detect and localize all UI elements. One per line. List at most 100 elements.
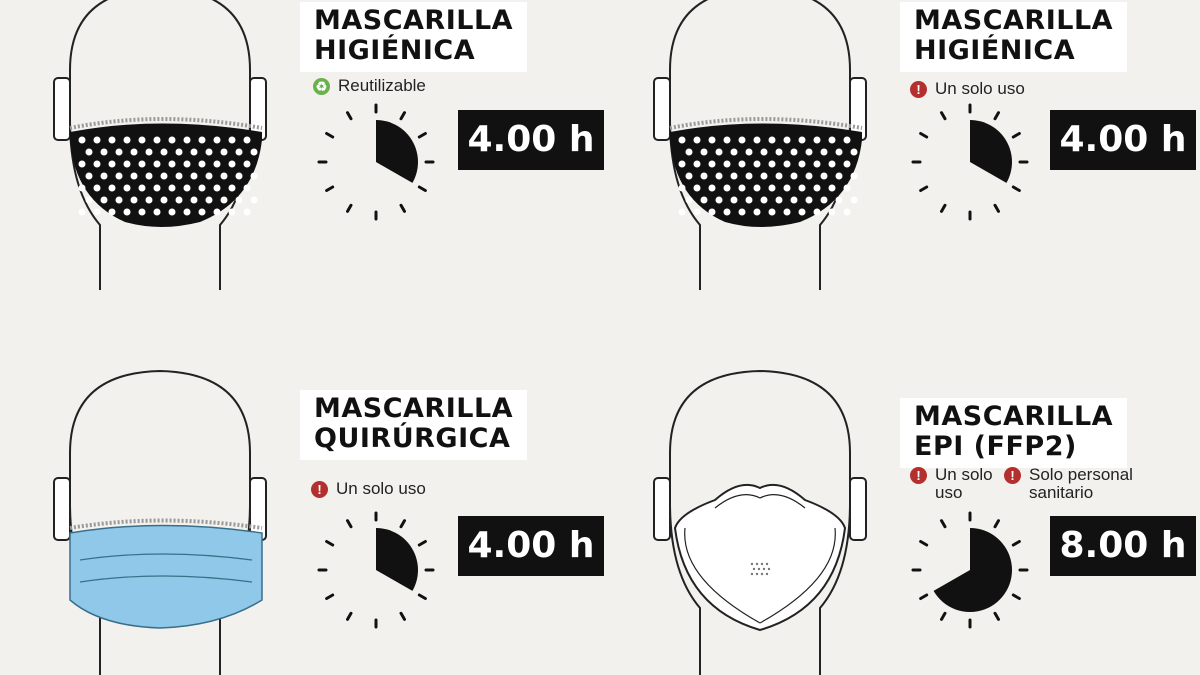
clock-tick — [1011, 540, 1021, 547]
mask-dot — [745, 196, 753, 204]
mask-dot — [138, 208, 146, 216]
mask-dot — [145, 196, 153, 204]
mask-dot — [153, 160, 161, 168]
mask-dot — [250, 148, 258, 156]
mask-dot — [100, 196, 108, 204]
mask-dot — [198, 160, 206, 168]
mask-dot — [783, 136, 791, 144]
mask-dot — [708, 160, 716, 168]
mask-dot — [798, 208, 806, 216]
mask-dot — [715, 196, 723, 204]
mask-dot — [783, 160, 791, 168]
usage-hours: 8.00 h — [1050, 516, 1196, 576]
mask-dot — [700, 196, 708, 204]
mask-dot — [693, 184, 701, 192]
title-line-1: MASCARILLA — [914, 401, 1114, 432]
mask-dot — [168, 160, 176, 168]
mask-dot — [243, 184, 251, 192]
mask-dot — [85, 148, 93, 156]
mask-dot — [115, 172, 123, 180]
mask-dot — [708, 136, 716, 144]
clock-icon — [317, 103, 435, 221]
mask-dot — [153, 184, 161, 192]
mask-dot — [85, 196, 93, 204]
mask-dot — [805, 148, 813, 156]
clock-icon — [317, 511, 435, 629]
clock-tick — [346, 611, 353, 621]
mask-dot — [190, 172, 198, 180]
mask-dot — [100, 148, 108, 156]
reusable-tag: ♻ Reutilizable — [313, 77, 426, 95]
mask-dot — [175, 196, 183, 204]
tag-text: Un solo uso — [935, 466, 993, 502]
mask-dot — [813, 136, 821, 144]
mask-dot — [753, 136, 761, 144]
mask-dot — [228, 184, 236, 192]
mask-dot — [78, 184, 86, 192]
mask-dot — [108, 208, 116, 216]
warning-icon: ! — [311, 481, 328, 498]
mask-dot — [828, 136, 836, 144]
mask-dot — [108, 184, 116, 192]
mask-dot — [183, 184, 191, 192]
mask-dot — [138, 160, 146, 168]
mask-dot — [100, 172, 108, 180]
panel-quirurgica: MASCARILLA QUIRÚRGICA ! Un solo uso 4.00… — [0, 338, 604, 675]
mask-dot — [183, 136, 191, 144]
mask-dot — [790, 196, 798, 204]
mask-title: MASCARILLA QUIRÚRGICA — [300, 390, 528, 460]
clock-tick — [940, 111, 947, 121]
tag-line-2: sanitario — [1029, 483, 1094, 502]
mask-dot — [738, 160, 746, 168]
clock-icon — [911, 103, 1029, 221]
mask-dot — [220, 172, 228, 180]
tag-text: Solo personal sanitario — [1029, 466, 1133, 502]
clock-tick — [325, 540, 335, 547]
mask-dot — [730, 148, 738, 156]
mask-dot — [108, 136, 116, 144]
head-with-cloth-mask-illustration — [53, 0, 267, 290]
clock-tick — [940, 611, 947, 621]
title-line-2: QUIRÚRGICA — [314, 423, 511, 454]
clock-icon — [911, 511, 1029, 629]
clock-tick — [346, 519, 353, 529]
mask-dot — [153, 208, 161, 216]
clock-tick — [325, 593, 335, 600]
clock-tick — [417, 132, 427, 139]
mask-dot — [123, 160, 131, 168]
mask-dot — [235, 148, 243, 156]
mask-title: MASCARILLA HIGIÉNICA — [300, 2, 528, 72]
tag-line-2: uso — [935, 483, 963, 502]
mask-dot — [190, 148, 198, 156]
mask-dot — [693, 160, 701, 168]
clock-tick — [1011, 593, 1021, 600]
mask-dot — [835, 148, 843, 156]
mask-dot — [220, 148, 228, 156]
mask-dot — [228, 160, 236, 168]
mask-dot — [685, 172, 693, 180]
mask-dot — [243, 136, 251, 144]
mask-dot — [813, 184, 821, 192]
mask-dot — [835, 196, 843, 204]
mask-dot — [835, 172, 843, 180]
warning-icon: ! — [910, 81, 927, 98]
mask-dot — [235, 172, 243, 180]
mask-title: MASCARILLA HIGIÉNICA — [900, 2, 1128, 72]
mask-dot — [738, 184, 746, 192]
mask-dot — [738, 136, 746, 144]
clock-tick — [993, 203, 1000, 213]
mask-dot — [93, 136, 101, 144]
mask-dot — [805, 172, 813, 180]
mask-dot — [798, 136, 806, 144]
mask-dot — [115, 196, 123, 204]
mask-dot — [130, 172, 138, 180]
title-line-1: MASCARILLA — [314, 393, 514, 424]
single-use-tag: ! Un solo uso — [311, 480, 426, 498]
clock-tick — [919, 185, 929, 192]
mask-dot — [745, 172, 753, 180]
mask-dot — [130, 196, 138, 204]
mask-dot — [678, 136, 686, 144]
mask-dot — [723, 208, 731, 216]
clock-tick — [399, 203, 406, 213]
mask-dot — [213, 160, 221, 168]
